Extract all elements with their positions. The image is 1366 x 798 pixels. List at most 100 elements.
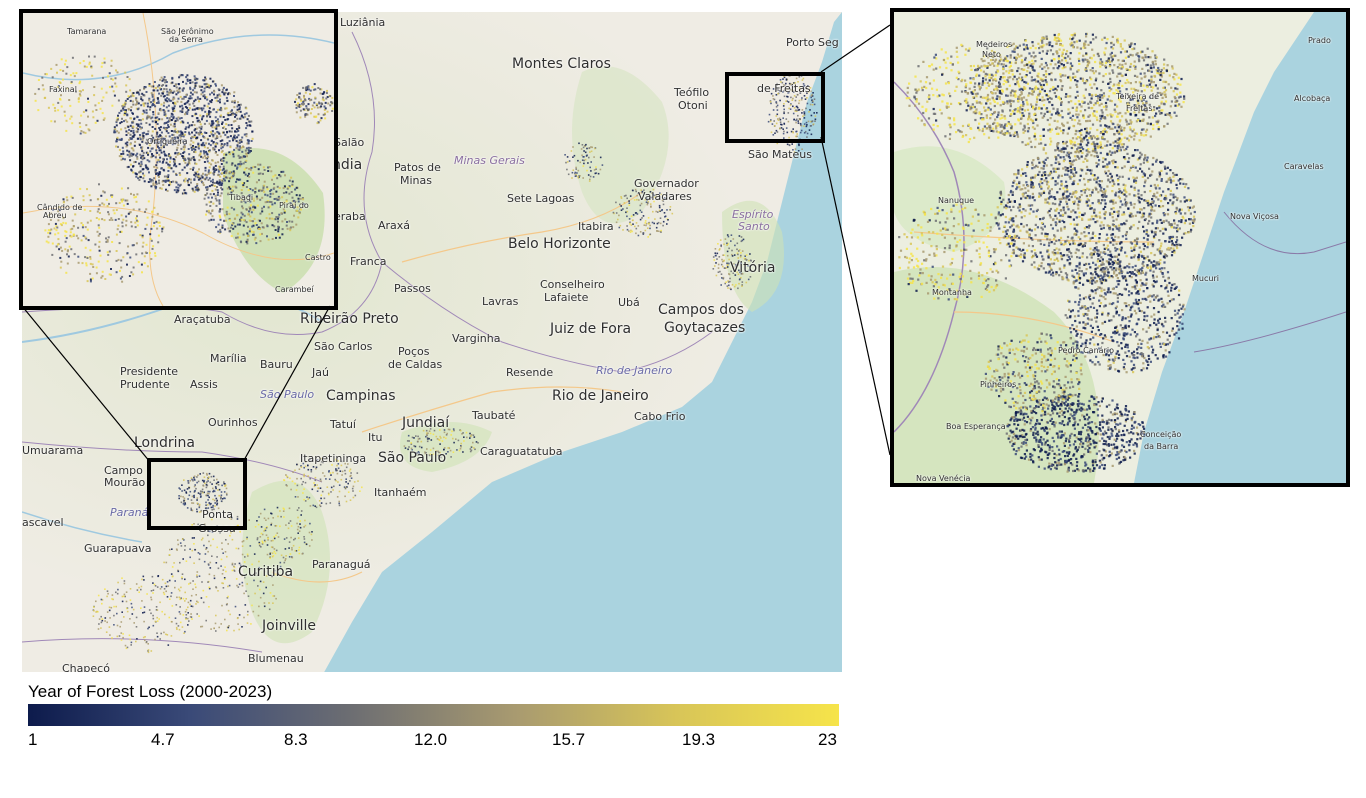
loss-pixel: [213, 169, 216, 172]
loss-pixel: [803, 114, 806, 116]
loss-pixel: [191, 495, 194, 498]
loss-pixel: [242, 146, 245, 149]
loss-pixel: [96, 119, 99, 122]
loss-pixel: [356, 472, 359, 474]
loss-pixel: [814, 120, 816, 122]
loss-pixel: [89, 199, 92, 202]
loss-pixel: [180, 586, 182, 589]
loss-pixel: [318, 101, 320, 104]
loss-pixel: [215, 124, 218, 127]
city-label-guarapuava: Guarapuava: [84, 542, 152, 555]
loss-pixel: [298, 552, 301, 555]
loss-pixel: [797, 122, 800, 124]
city-label-luziania: Luziânia: [340, 16, 386, 29]
loss-pixel: [220, 558, 223, 561]
loss-pixel: [211, 215, 214, 218]
loss-pixel: [995, 79, 998, 82]
loss-pixel: [1079, 47, 1082, 50]
loss-pixel: [295, 111, 298, 114]
loss-pixel: [296, 528, 299, 531]
loss-pixel: [1174, 87, 1177, 90]
loss-pixel: [317, 113, 320, 116]
loss-pixel: [326, 96, 329, 98]
loss-pixel: [123, 112, 126, 115]
loss-pixel: [234, 563, 236, 565]
loss-pixel: [203, 136, 206, 139]
zoom-box-parana[interactable]: [147, 458, 247, 530]
loss-pixel: [205, 119, 208, 122]
loss-pixel: [175, 117, 178, 120]
zoom-box-bahia[interactable]: [725, 72, 825, 143]
loss-pixel: [323, 109, 326, 111]
loss-pixel: [101, 270, 104, 273]
loss-pixel: [1117, 144, 1120, 147]
loss-pixel: [216, 108, 219, 111]
inset-map-bahia[interactable]: Medeiros Neto Prado Teixeira de Freitas Alcob…: [890, 8, 1350, 487]
loss-pixel: [626, 215, 628, 218]
loss-pixel: [262, 226, 265, 229]
loss-pixel: [436, 450, 438, 453]
loss-pixel: [426, 432, 428, 434]
loss-pixel: [203, 523, 206, 525]
road: [361, 386, 623, 433]
loss-pixel: [615, 212, 618, 214]
loss-pixel: [152, 102, 154, 105]
loss-pixel: [144, 86, 147, 89]
loss-pixel: [183, 489, 186, 492]
loss-pixel: [93, 609, 95, 612]
loss-pixel: [744, 255, 746, 257]
loss-pixel: [770, 102, 772, 105]
loss-pixel: [202, 79, 205, 82]
loss-pixel: [179, 130, 182, 133]
loss-pixel: [181, 74, 184, 77]
inset-map-parana[interactable]: Tamarana São Jerônimo da Serra Faxinal Ortig…: [19, 9, 338, 310]
loss-pixel: [275, 197, 278, 200]
loss-pixel: [122, 204, 125, 207]
loss-pixel: [1038, 47, 1041, 50]
road: [271, 571, 363, 583]
loss-pixel: [1126, 104, 1129, 107]
loss-pixel: [82, 110, 85, 113]
loss-pixel: [212, 141, 215, 143]
loss-pixel: [285, 474, 287, 476]
loss-pixel: [171, 605, 174, 607]
loss-pixel: [319, 88, 322, 91]
loss-pixel: [1074, 75, 1077, 78]
loss-pixel: [87, 128, 90, 131]
main-map[interactable]: Luziânia Montes Claros Porto Seg Teófilo Oto…: [22, 12, 842, 676]
loss-pixel: [296, 94, 299, 96]
loss-pixel: [125, 215, 128, 218]
city-label-londrina: Londrina: [134, 435, 195, 451]
loss-pixel: [1021, 79, 1024, 82]
loss-pixel: [601, 164, 604, 166]
loss-pixel: [745, 281, 748, 284]
loss-pixel: [60, 105, 63, 108]
loss-pixel: [186, 179, 189, 182]
loss-pixel: [662, 224, 664, 227]
loss-pixel: [160, 151, 163, 154]
loss-pixel: [216, 499, 218, 502]
loss-pixel: [658, 209, 661, 212]
loss-pixel: [180, 501, 183, 504]
loss-pixel: [183, 148, 186, 151]
loss-pixel: [168, 554, 171, 556]
loss-pixel: [77, 226, 80, 229]
loss-pixel: [280, 515, 282, 518]
loss-pixel: [773, 98, 776, 101]
loss-pixel: [324, 117, 327, 120]
loss-pixel: [662, 203, 665, 206]
loss-pixel: [215, 135, 218, 137]
loss-pixel: [261, 207, 264, 210]
loss-pixel: [125, 84, 128, 87]
loss-pixel: [636, 198, 638, 201]
loss-pixel: [733, 266, 736, 269]
loss-pixel: [181, 168, 184, 171]
loss-pixel: [71, 196, 74, 199]
loss-pixel: [773, 120, 775, 122]
loss-pixel: [80, 239, 83, 242]
loss-pixel: [165, 585, 168, 588]
loss-pixel: [303, 538, 306, 540]
loss-pixel: [94, 104, 97, 107]
loss-pixel: [241, 195, 244, 198]
loss-pixel: [218, 181, 221, 184]
